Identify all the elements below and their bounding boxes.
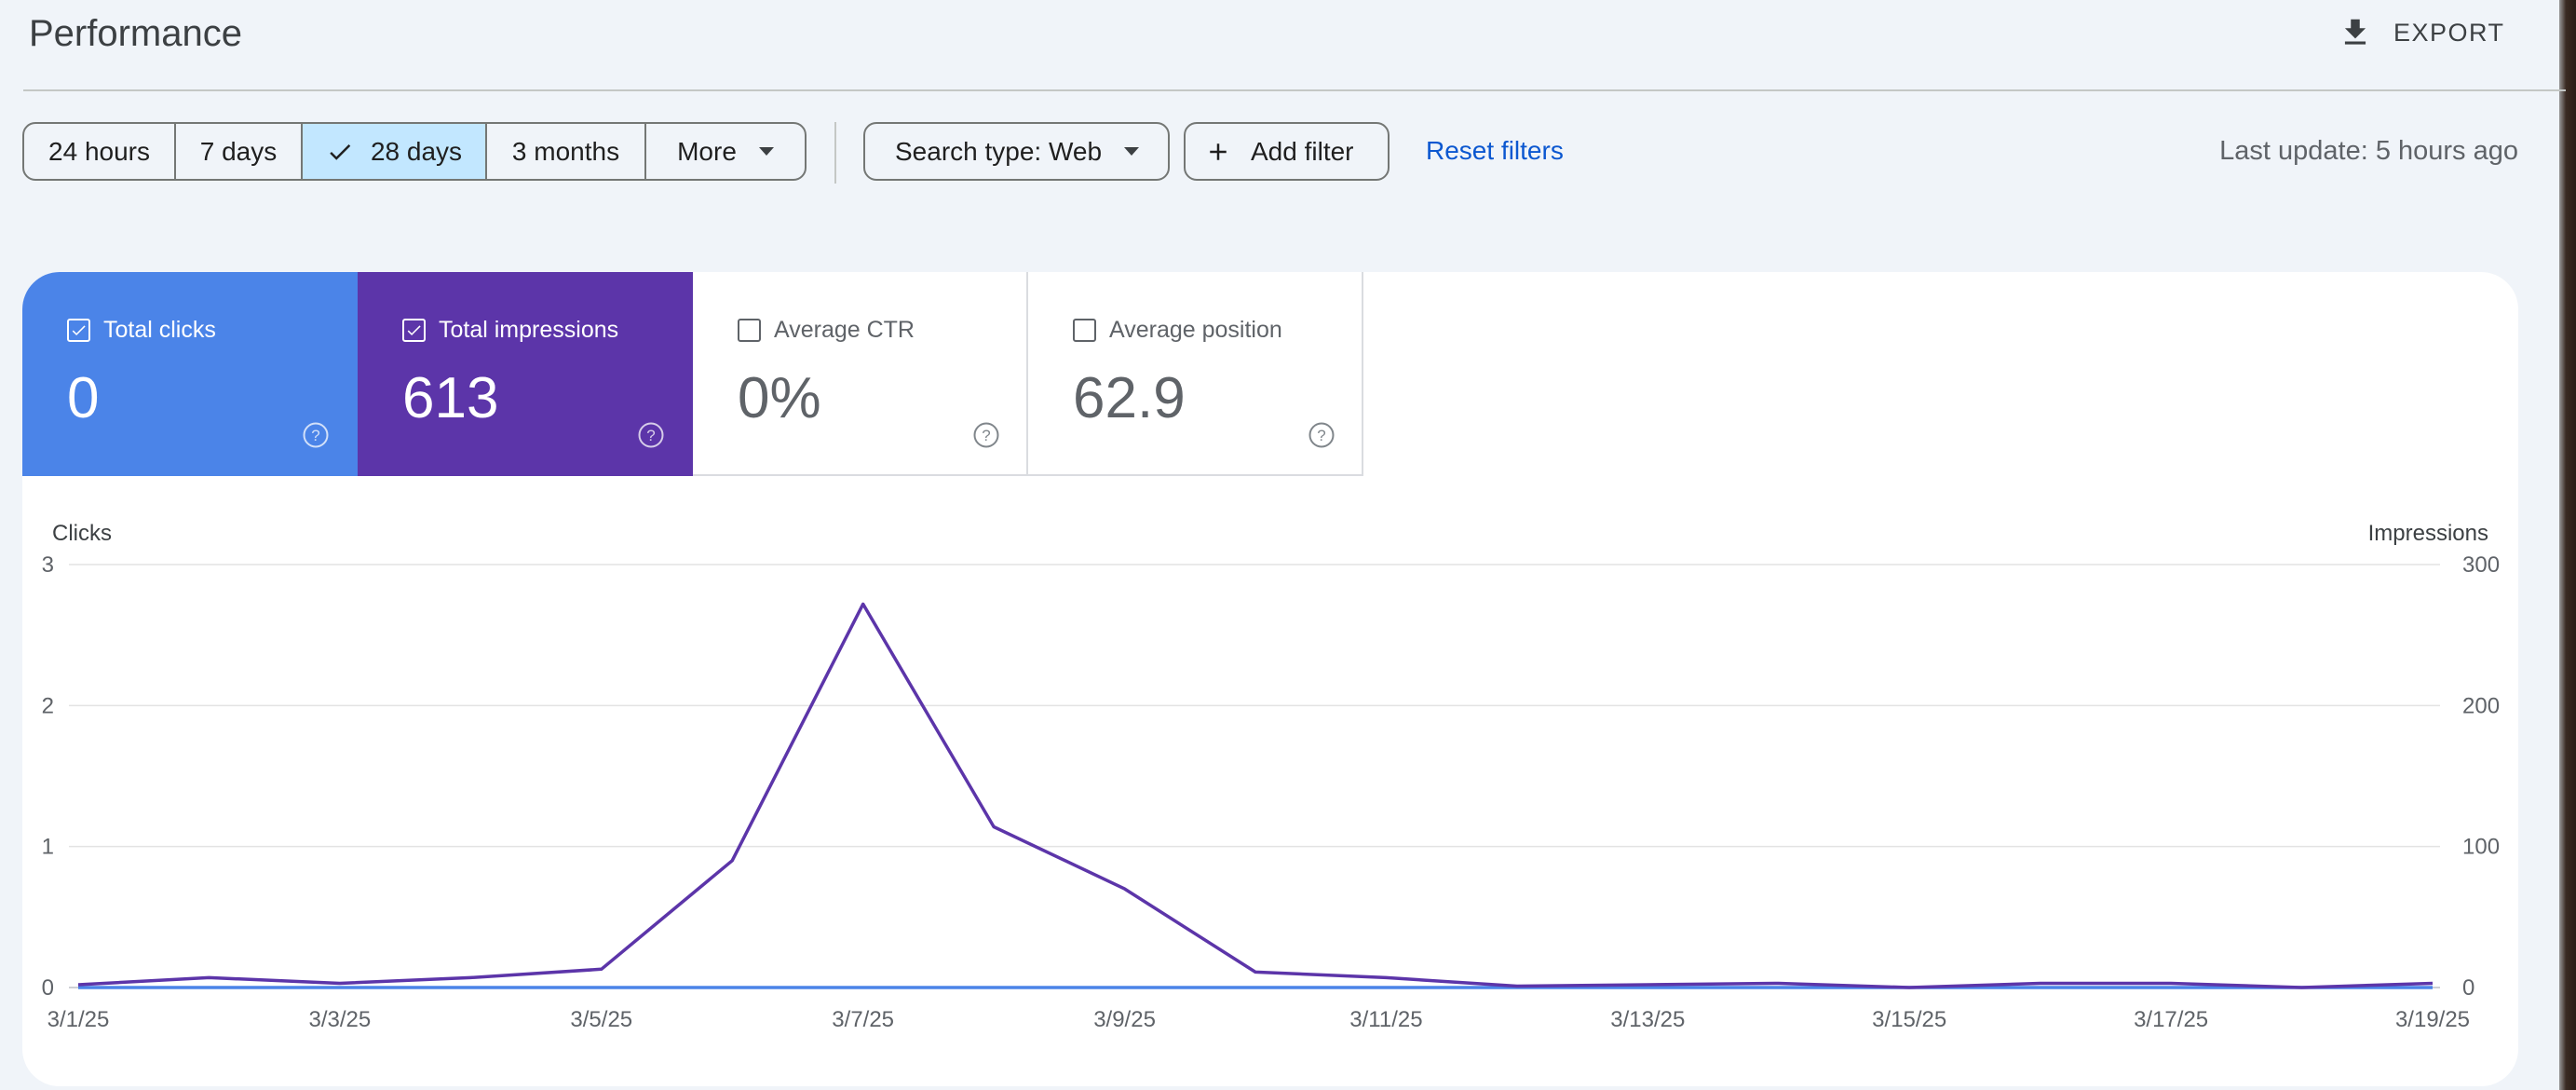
x-tick-label: 3/15/25	[1872, 1007, 1946, 1032]
svg-text:?: ?	[1317, 427, 1325, 444]
toolbar-divider	[834, 122, 836, 184]
metric-header: Total impressions	[402, 317, 618, 344]
metric-label: Total impressions	[439, 317, 619, 343]
svg-text:?: ?	[982, 427, 990, 444]
page-title: Performance	[29, 13, 242, 54]
range-label: 7 days	[199, 136, 278, 166]
metric-average-position[interactable]: Average position 62.9 ?	[1028, 272, 1363, 476]
range-28-days[interactable]: 28 days	[303, 124, 487, 179]
right-axis-title: Impressions	[2368, 521, 2488, 546]
left-tick-label: 1	[42, 835, 54, 860]
svg-text:?: ?	[311, 427, 319, 444]
reset-filters-link[interactable]: Reset filters	[1426, 136, 1564, 165]
checkbox-unchecked-icon[interactable]	[738, 319, 761, 342]
download-icon	[2344, 19, 2366, 45]
x-tick-label: 3/3/25	[309, 1007, 372, 1032]
export-label: EXPORT	[2393, 18, 2505, 47]
checkbox-checked-icon[interactable]	[67, 319, 90, 342]
help-icon[interactable]: ?	[972, 421, 1000, 449]
caret-down-icon	[1124, 147, 1140, 156]
range-24-hours[interactable]: 24 hours	[24, 124, 176, 179]
svg-text:?: ?	[646, 427, 655, 444]
left-tick-label: 0	[42, 975, 54, 1001]
window-edge	[2559, 0, 2576, 1090]
add-filter-button[interactable]: Add filter	[1184, 122, 1390, 181]
last-update-text: Last update: 5 hours ago	[2219, 136, 2518, 166]
help-icon[interactable]: ?	[637, 421, 665, 449]
caret-down-icon	[758, 147, 774, 156]
add-filter-label: Add filter	[1251, 136, 1354, 166]
right-tick-label: 300	[2462, 552, 2500, 578]
check-icon	[330, 143, 351, 160]
metric-total-clicks[interactable]: Total clicks 0 ?	[22, 272, 358, 476]
header-divider	[23, 89, 2566, 91]
right-tick-label: 200	[2462, 693, 2500, 718]
performance-chart: Clicks Impressions 0 1 2 3 0 100 200 300 3/1/25 3…	[42, 521, 2500, 1032]
right-tick-label: 100	[2462, 835, 2500, 860]
metric-label: Average CTR	[774, 317, 915, 343]
metric-value: 613	[402, 366, 499, 430]
range-7-days[interactable]: 7 days	[176, 124, 303, 179]
range-more-dropdown[interactable]: More	[646, 124, 805, 179]
left-tick-label: 3	[42, 552, 54, 578]
search-type-dropdown[interactable]: Search type: Web	[863, 122, 1170, 181]
x-tick-label: 3/19/25	[2395, 1007, 2470, 1032]
x-tick-label: 3/7/25	[832, 1007, 894, 1032]
x-tick-label: 3/1/25	[47, 1007, 110, 1032]
x-tick-label: 3/5/25	[570, 1007, 632, 1032]
metric-value: 0%	[738, 366, 821, 430]
range-label: 28 days	[370, 136, 463, 166]
performance-card: Total clicks 0 ? Total impressions 613 ?…	[22, 272, 2518, 1086]
range-3-months[interactable]: 3 months	[487, 124, 646, 179]
plus-icon	[1210, 143, 1227, 160]
range-label: 24 hours	[48, 136, 150, 166]
x-tick-label: 3/9/25	[1093, 1007, 1156, 1032]
help-icon[interactable]: ?	[1308, 421, 1335, 449]
metric-value: 62.9	[1073, 366, 1186, 430]
date-range-selector: 24 hours 7 days 28 days 3 months More	[22, 122, 807, 181]
metric-label: Average position	[1109, 317, 1282, 343]
export-button[interactable]: EXPORT	[2338, 9, 2505, 56]
help-icon[interactable]: ?	[302, 421, 330, 449]
x-tick-label: 3/13/25	[1610, 1007, 1685, 1032]
metric-header: Average position	[1073, 317, 1282, 344]
range-label: 3 months	[511, 136, 620, 166]
search-type-label: Search type: Web	[895, 136, 1103, 166]
metric-label: Total clicks	[103, 317, 216, 343]
series-line-impressions	[77, 602, 2434, 989]
metric-total-impressions[interactable]: Total impressions 613 ?	[358, 272, 693, 476]
checkbox-unchecked-icon[interactable]	[1073, 319, 1096, 342]
x-tick-label: 3/17/25	[2134, 1007, 2208, 1032]
left-tick-label: 2	[42, 693, 54, 718]
right-tick-label: 0	[2462, 975, 2474, 1001]
range-label: More	[677, 136, 737, 166]
metric-average-ctr[interactable]: Average CTR 0% ?	[693, 272, 1028, 476]
metric-value: 0	[67, 366, 100, 430]
metric-header: Average CTR	[738, 317, 915, 344]
metric-header: Total clicks	[67, 317, 216, 344]
checkbox-checked-icon[interactable]	[402, 319, 426, 342]
left-axis-title: Clicks	[52, 521, 112, 546]
x-tick-label: 3/11/25	[1349, 1007, 1422, 1032]
